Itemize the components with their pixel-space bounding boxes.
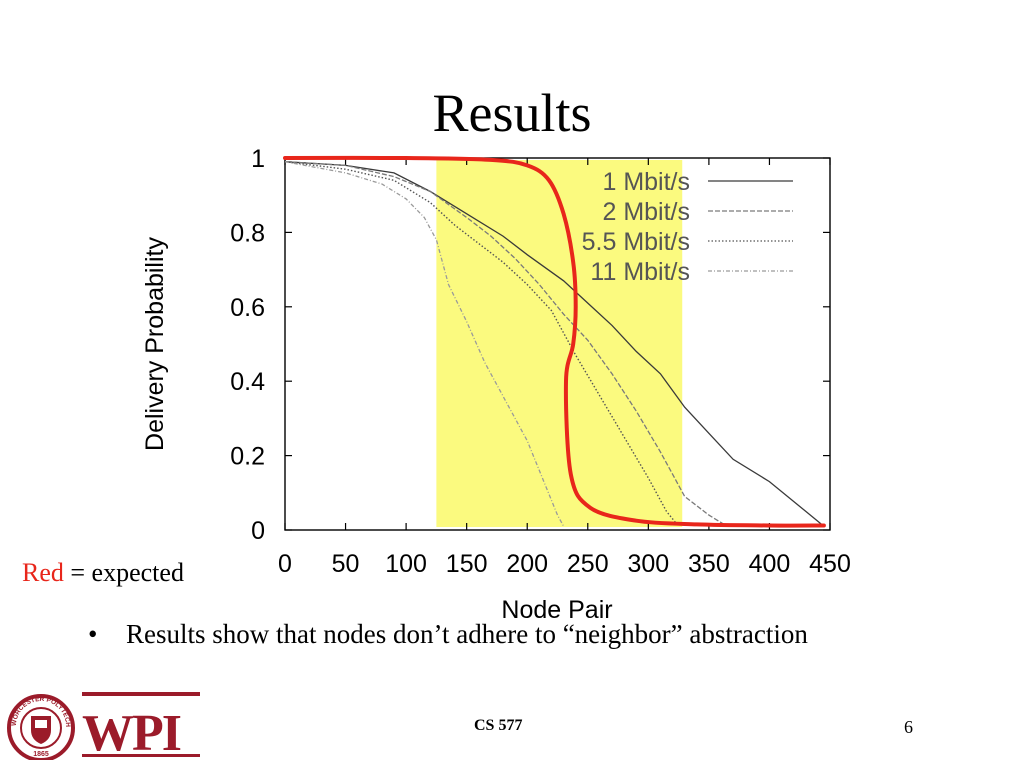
y-tick-label: 0.4 — [230, 368, 265, 396]
x-tick-label: 400 — [749, 550, 791, 578]
bullet-point: • Results show that nodes don’t adhere t… — [88, 616, 858, 653]
legend: 1 Mbit/s2 Mbit/s5.5 Mbit/s11 Mbit/s — [582, 168, 793, 286]
plot-frame — [284, 157, 831, 531]
series-line-4 — [284, 161, 565, 527]
x-tick-label: 150 — [446, 550, 488, 578]
expected-curve — [283, 155, 826, 528]
x-tick-label: 50 — [332, 550, 360, 578]
bullet-dot: • — [88, 619, 98, 649]
red-label: Red — [22, 558, 64, 587]
y-tick-label: 0.8 — [230, 219, 265, 247]
y-tick-label: 0.2 — [230, 443, 265, 471]
x-tick-label: 450 — [809, 550, 851, 578]
y-tick-label: 0.6 — [230, 294, 265, 322]
x-axis-label: Node Pair — [501, 596, 612, 624]
page-number: 6 — [904, 717, 913, 737]
series-line-2 — [284, 161, 728, 527]
seal-year: 1865 — [33, 751, 49, 758]
x-tick-label: 250 — [567, 550, 609, 578]
x-tick-label: 300 — [627, 550, 669, 578]
expected-label: = expected — [63, 558, 184, 587]
wpi-logo: WORCESTER POLYTECHNIC INSTITUTE 1865 WPI — [4, 690, 200, 760]
x-tick-label: 200 — [506, 550, 548, 578]
y-axis-label: Delivery Probability — [141, 237, 169, 451]
x-tick-label: 0 — [278, 550, 292, 578]
x-tick-label: 100 — [385, 550, 427, 578]
x-tick-label: 350 — [688, 550, 730, 578]
y-tick-label: 1 — [251, 145, 265, 173]
wpi-wordmark: WPI — [82, 705, 181, 760]
highlight-band — [436, 160, 683, 527]
logo-bottom-rule — [82, 754, 200, 757]
legend-label: 1 Mbit/s — [602, 168, 690, 196]
footer-course: CS 577 — [474, 717, 523, 734]
legend-note: Red = expected — [22, 558, 184, 588]
legend-label: 2 Mbit/s — [602, 198, 690, 226]
bullet-text: Results show that nodes don’t adhere to … — [126, 619, 808, 649]
series-line-3 — [284, 161, 680, 527]
logo-top-rule — [82, 692, 200, 696]
legend-label: 11 Mbit/s — [590, 258, 690, 286]
y-tick-label: 0 — [251, 517, 265, 545]
legend-label: 5.5 Mbit/s — [582, 228, 690, 256]
seal-icon: WORCESTER POLYTECHNIC INSTITUTE 1865 — [4, 690, 75, 760]
slide-title: Results — [432, 83, 592, 143]
